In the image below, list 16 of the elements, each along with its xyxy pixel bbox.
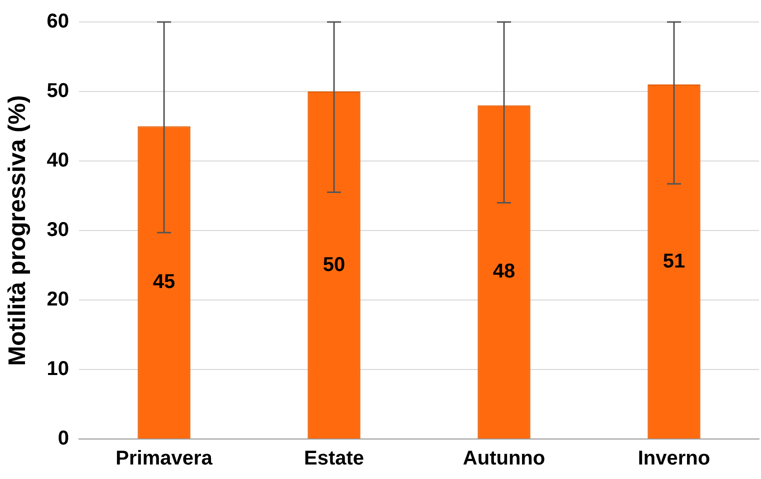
data-label: 45 <box>152 271 176 294</box>
y-axis-title: Motilità progressiva (%) <box>4 95 32 366</box>
y-tick-label: 0 <box>58 428 70 450</box>
x-tick-label: Autunno <box>462 448 546 470</box>
y-tick-label: 60 <box>46 10 70 33</box>
y-tick-label: 50 <box>46 80 70 102</box>
x-tick-label: Estate <box>304 448 364 470</box>
x-tick-label: Inverno <box>638 448 710 470</box>
x-tick-label: Primavera <box>116 448 214 470</box>
data-label: 48 <box>492 260 516 283</box>
y-tick-label: 40 <box>46 150 70 172</box>
data-label: 51 <box>662 250 686 272</box>
y-tick-label: 10 <box>46 358 70 380</box>
y-tick-label: 30 <box>46 219 70 242</box>
y-tick-label: 20 <box>46 288 70 311</box>
data-label: 50 <box>322 254 346 276</box>
